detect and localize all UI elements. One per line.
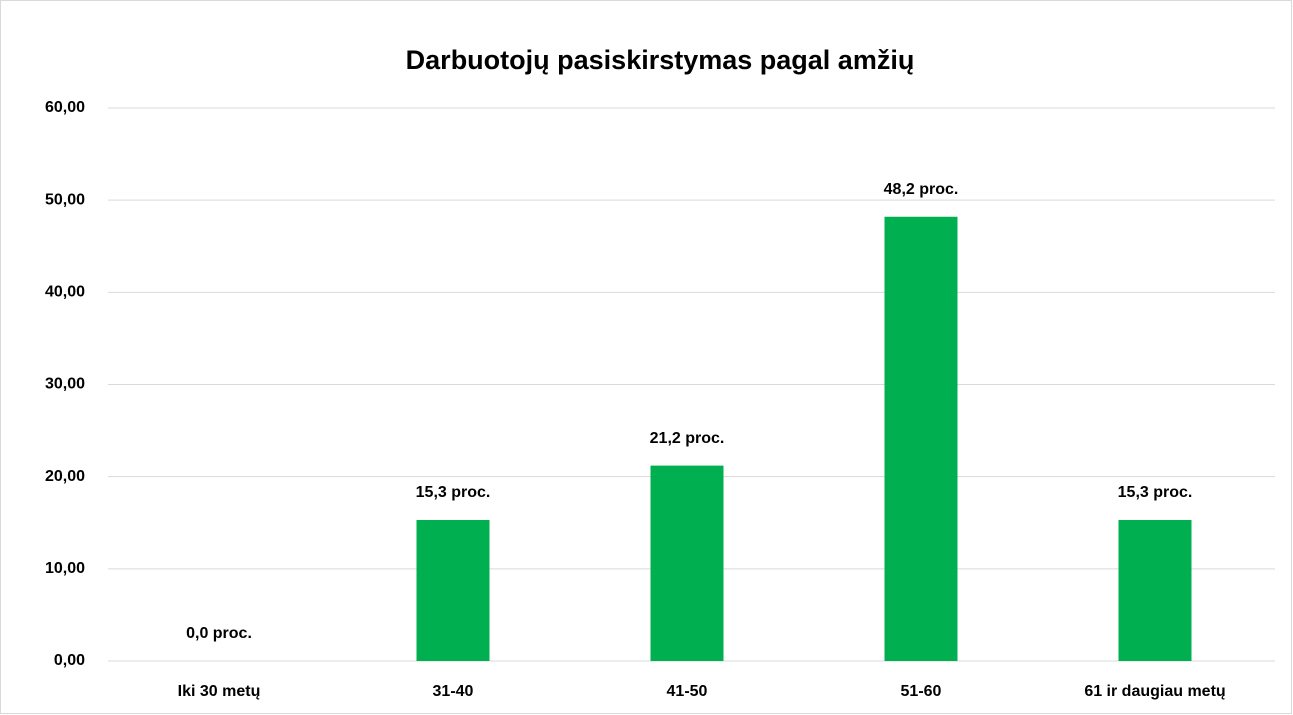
y-tick-label: 40,00 <box>45 284 85 301</box>
y-tick-label: 30,00 <box>45 376 85 393</box>
x-tick-label: 51-60 <box>901 683 942 700</box>
data-label: 15,3 proc. <box>416 484 491 501</box>
bar <box>416 519 490 661</box>
bar <box>650 465 724 661</box>
bar <box>884 216 958 662</box>
y-tick-label: 0,00 <box>54 652 85 669</box>
x-tick-label: 41-50 <box>667 683 708 700</box>
data-label: 0,0 proc. <box>186 625 252 642</box>
data-label: 48,2 proc. <box>884 181 959 198</box>
x-tick-label: 61 ir daugiau metų <box>1084 683 1225 700</box>
y-tick-label: 60,00 <box>45 99 85 116</box>
chart-title: Darbuotojų pasiskirstymas pagal amžių <box>406 45 915 75</box>
y-tick-label: 10,00 <box>45 560 85 577</box>
bar <box>1118 519 1192 661</box>
y-tick-label: 20,00 <box>45 468 85 485</box>
data-label: 21,2 proc. <box>650 430 725 447</box>
data-label: 15,3 proc. <box>1118 484 1193 501</box>
x-tick-label: 31-40 <box>433 683 474 700</box>
y-tick-label: 50,00 <box>45 191 85 208</box>
x-tick-label: Iki 30 metų <box>178 683 261 700</box>
